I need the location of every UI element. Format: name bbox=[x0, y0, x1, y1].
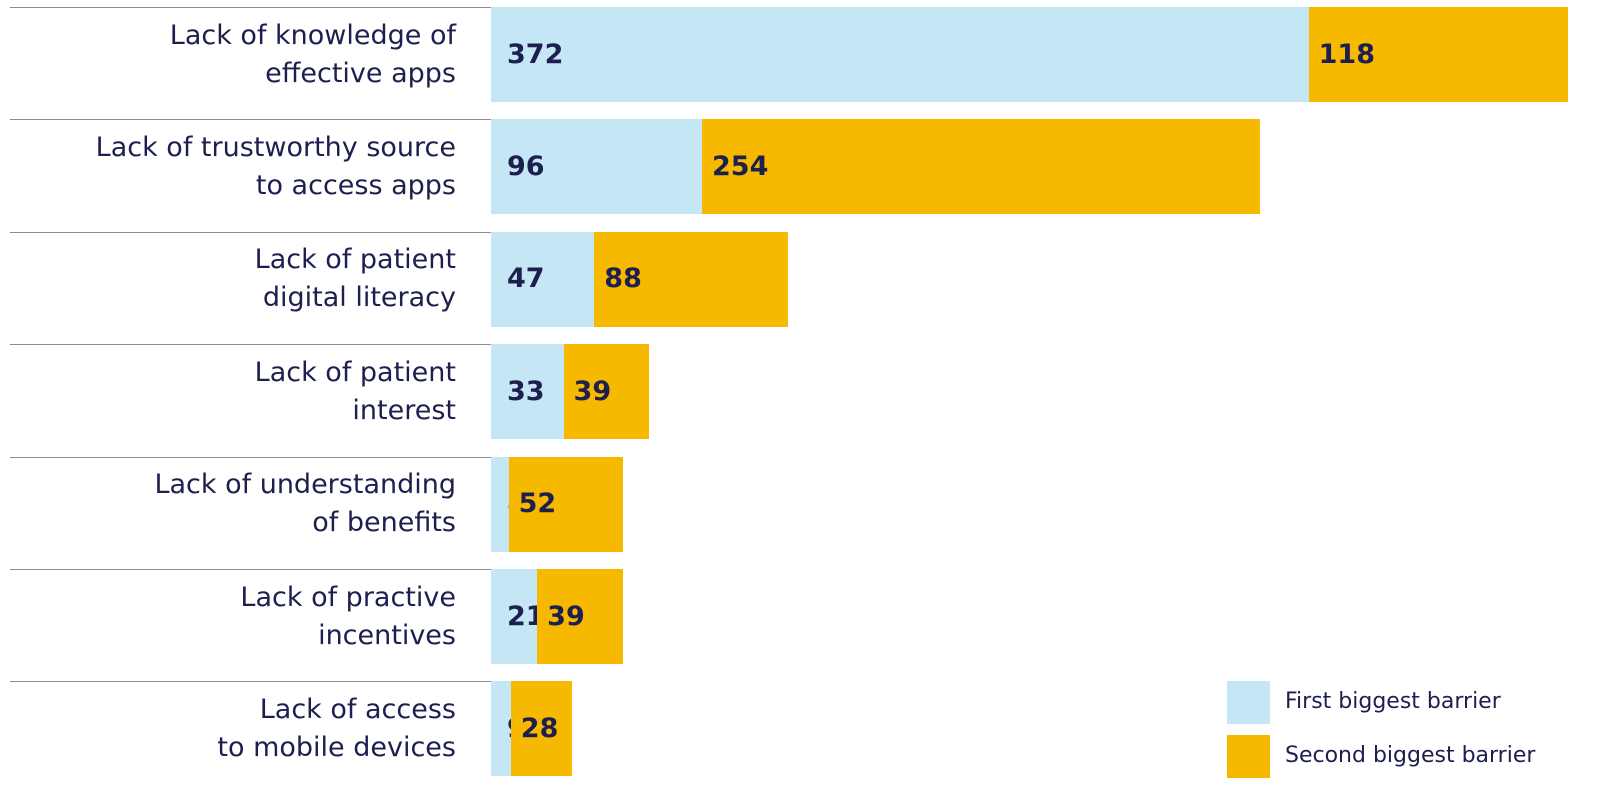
value-label: 372 bbox=[507, 38, 564, 70]
category-label: Lack of patient interest bbox=[254, 356, 456, 426]
legend-swatch bbox=[1227, 681, 1270, 724]
bar-segment bbox=[491, 681, 511, 777]
category-label: Lack of practive incentives bbox=[240, 581, 456, 651]
bar-segment bbox=[491, 456, 509, 552]
value-label: 52 bbox=[518, 488, 557, 520]
legend-label: First biggest barrier bbox=[1285, 689, 1501, 714]
bar-segment bbox=[1308, 7, 1568, 102]
value-label: 39 bbox=[547, 600, 585, 632]
bar-segment bbox=[508, 456, 623, 552]
bar-segment bbox=[510, 681, 573, 777]
bar-segment bbox=[491, 344, 564, 440]
value-label: 28 bbox=[520, 712, 559, 744]
row-divider bbox=[10, 344, 491, 346]
row-divider bbox=[10, 231, 491, 233]
category-label: Lack of knowledge of effective apps bbox=[169, 19, 456, 89]
legend-swatch bbox=[1227, 735, 1270, 778]
category-label: Lack of access to mobile devices bbox=[217, 693, 456, 763]
row-divider bbox=[10, 119, 491, 121]
bar-segment bbox=[594, 231, 788, 327]
bar-segment bbox=[491, 119, 702, 215]
value-label: 88 bbox=[604, 263, 642, 295]
value-label: 96 bbox=[507, 150, 545, 182]
bar-segment bbox=[537, 569, 623, 664]
row-divider bbox=[10, 681, 491, 683]
category-label: Lack of trustworthy source to access app… bbox=[95, 131, 456, 201]
bar-segment bbox=[491, 569, 538, 664]
row-divider bbox=[10, 7, 491, 8]
value-label: 254 bbox=[712, 150, 769, 182]
category-label: Lack of understanding of benefits bbox=[154, 469, 456, 539]
row-divider bbox=[10, 569, 491, 570]
bar-segment bbox=[563, 344, 650, 440]
value-label: 39 bbox=[573, 375, 612, 407]
value-label: 118 bbox=[1318, 38, 1376, 70]
value-label: 47 bbox=[507, 263, 545, 295]
bar-segment bbox=[702, 119, 1261, 215]
bar-segment bbox=[491, 7, 1309, 102]
value-label: 33 bbox=[507, 375, 545, 407]
legend-label: Second biggest barrier bbox=[1285, 743, 1536, 768]
bar-segment bbox=[491, 231, 595, 327]
row-divider bbox=[10, 456, 491, 458]
category-label: Lack of patient digital literacy bbox=[254, 244, 456, 314]
